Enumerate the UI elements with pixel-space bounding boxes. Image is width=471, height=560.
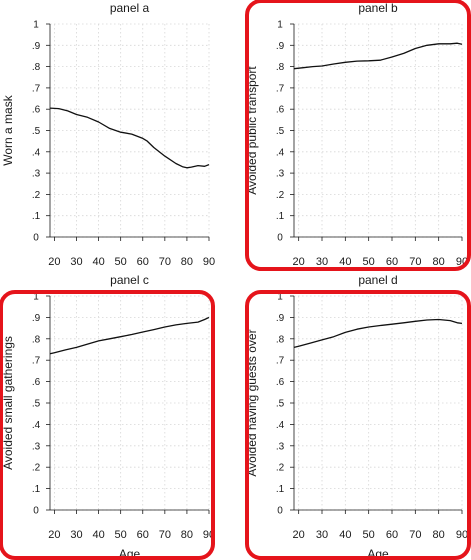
- panel-c-xtick-label-3: 50: [115, 529, 127, 541]
- panel-a-xtick-label-0: 20: [48, 256, 60, 268]
- panel-b-ytick-label-9: .9: [276, 41, 285, 52]
- panel-b-ytick-label-4: .4: [276, 147, 285, 158]
- panel-b-ytick-label-8: .8: [276, 62, 285, 73]
- panel-b-ytick-label-6: .6: [276, 105, 285, 116]
- panel-c-ytick-label-1: .1: [32, 484, 41, 495]
- panel-d-xtick-label-1: 30: [316, 529, 328, 541]
- panel-b-xtick-label-0: 20: [293, 256, 305, 268]
- panel-d-xtick-label-5: 70: [409, 529, 421, 541]
- panel-d-ytick-label-3: .3: [276, 441, 285, 452]
- panel-d-ytick-label-7: .7: [276, 356, 285, 367]
- panel-a-xtick-label-7: 90: [203, 256, 215, 268]
- panel-a-ytick-label-5: .5: [32, 126, 41, 137]
- panel-b-xtick-label-6: 80: [433, 256, 445, 268]
- panel-c-y-axis-label: Avoided small gatherings: [1, 336, 15, 470]
- panel-d-ytick-label-10: 1: [277, 292, 283, 303]
- panel-b-ytick-label-5: .5: [276, 126, 285, 137]
- panel-b-ytick-label-0: 0: [277, 233, 283, 244]
- panel-a-ytick-label-6: .6: [32, 105, 41, 116]
- panel-b-series-line: [293, 42, 463, 70]
- panel-b-xtick-label-3: 50: [363, 256, 375, 268]
- panel-b-xtick-label-4: 60: [386, 256, 398, 268]
- panel-b-highlight-frame: [245, 0, 471, 271]
- panel-b-xtick-label-1: 30: [316, 256, 328, 268]
- panel-b-ytick-label-10: 1: [277, 20, 283, 31]
- panel-a-ytick-label-0: 0: [33, 233, 39, 244]
- panel-a: 0 .1 .2 .3 .4 .5 .6 .7 .8 .9 1 20 30 40 50 60 70 80 90 pane…: [1, 1, 215, 268]
- panel-d-highlight-frame: [245, 290, 471, 560]
- panel-c-ytick-label-4: .4: [32, 420, 41, 431]
- panel-c-series-line: [49, 316, 210, 355]
- panel-a-ytick-label-3: .3: [32, 169, 41, 180]
- panel-d-ytick-label-4: .4: [276, 420, 285, 431]
- panel-a-ytick-label-10: 1: [33, 20, 39, 31]
- panel-c-xtick-label-6: 80: [181, 529, 193, 541]
- panel-c-ytick-label-0: 0: [33, 506, 39, 517]
- panel-c-highlight-frame: [0, 290, 215, 560]
- panel-a-ytick-label-9: .9: [32, 41, 41, 52]
- panel-a-title: panel a: [110, 1, 150, 15]
- panel-c-ytick-label-8: .8: [32, 334, 41, 345]
- panel-b-ytick-label-3: .3: [276, 169, 285, 180]
- panel-a-ytick-label-8: .8: [32, 62, 41, 73]
- panel-c-xtick-label-4: 60: [137, 529, 149, 541]
- panel-d-xtick-label-4: 60: [386, 529, 398, 541]
- panel-a-xtick-label-2: 40: [92, 256, 104, 268]
- panel-d-xtick-label-0: 20: [293, 529, 305, 541]
- panel-a-xtick-label-5: 70: [159, 256, 171, 268]
- panel-b-ytick-label-7: .7: [276, 83, 285, 94]
- panel-b-title: panel b: [358, 1, 398, 15]
- panel-a-ytick-label-1: .1: [32, 211, 41, 222]
- panel-d-ytick-label-2: .2: [276, 463, 285, 474]
- panel-c-xtick-label-1: 30: [70, 529, 82, 541]
- panel-b-ytick-label-2: .2: [276, 190, 285, 201]
- panel-c-title: panel c: [110, 273, 149, 287]
- panel-b-xtick-label-2: 40: [339, 256, 351, 268]
- panel-d-xtick-label-2: 40: [339, 529, 351, 541]
- panel-c-ytick-label-7: .7: [32, 356, 41, 367]
- panel-a-series-line: [49, 107, 210, 169]
- panel-d-ytick-label-8: .8: [276, 334, 285, 345]
- panel-d: 0 .1 .2 .3 .4 .5 .6 .7 .8 .9 1 20 30 40 50 60 70 80 90 pane…: [245, 273, 471, 560]
- panel-c-ytick-label-2: .2: [32, 463, 41, 474]
- panel-d-title: panel d: [358, 273, 397, 287]
- panel-a-xtick-label-4: 60: [137, 256, 149, 268]
- panel-d-xtick-label-3: 50: [363, 529, 375, 541]
- panel-d-ytick-label-6: .6: [276, 377, 285, 388]
- panel-c-xtick-label-5: 70: [159, 529, 171, 541]
- panel-d-ytick-label-9: .9: [276, 313, 285, 324]
- panel-b-xtick-label-5: 70: [409, 256, 421, 268]
- panel-d-ytick-label-5: .5: [276, 399, 285, 410]
- panel-a-ytick-label-2: .2: [32, 190, 41, 201]
- panel-a-xtick-label-6: 80: [181, 256, 193, 268]
- panel-a-xtick-label-3: 50: [115, 256, 127, 268]
- panel-c-ytick-label-5: .5: [32, 399, 41, 410]
- panel-c-ytick-label-3: .3: [32, 441, 41, 452]
- panel-c-ytick-label-10: 1: [33, 292, 39, 303]
- panel-c-ytick-label-9: .9: [32, 313, 41, 324]
- panel-a-ytick-label-4: .4: [32, 147, 41, 158]
- panel-c-xtick-label-2: 40: [92, 529, 104, 541]
- panel-d-ytick-label-1: .1: [276, 484, 285, 495]
- panel-c-xtick-label-0: 20: [48, 529, 60, 541]
- panel-d-xtick-label-7: 90: [456, 529, 468, 541]
- panel-a-ytick-label-7: .7: [32, 83, 41, 94]
- panel-d-xtick-label-6: 80: [433, 529, 445, 541]
- panel-d-series-line: [293, 318, 463, 349]
- panel-c-ytick-label-6: .6: [32, 377, 41, 388]
- panel-b-ytick-label-1: .1: [276, 211, 285, 222]
- panel-a-xtick-label-1: 30: [70, 256, 82, 268]
- panel-d-ytick-label-0: 0: [277, 506, 283, 517]
- panel-a-y-axis-label: Worn a mask: [1, 94, 15, 165]
